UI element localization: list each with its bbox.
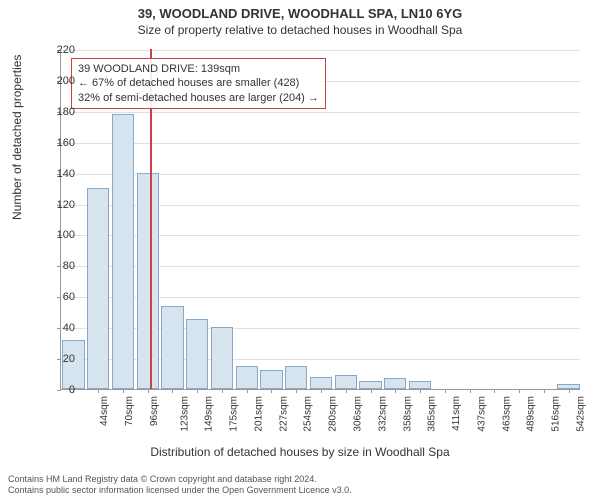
y-tick-label: 180: [45, 106, 75, 118]
x-tick-label: 149sqm: [204, 396, 215, 432]
x-tick-mark: [371, 389, 372, 393]
x-tick-mark: [494, 389, 495, 393]
x-tick-label: 489sqm: [526, 396, 537, 432]
histogram-bar: [409, 381, 431, 389]
x-tick-mark: [247, 389, 248, 393]
footer-line-2: Contains public sector information licen…: [8, 485, 352, 496]
x-tick-mark: [172, 389, 173, 393]
x-tick-label: 437sqm: [476, 396, 487, 432]
x-tick-mark: [321, 389, 322, 393]
x-tick-label: 332sqm: [377, 396, 388, 432]
plot-area: 39 WOODLAND DRIVE: 139sqm← 67% of detach…: [60, 50, 580, 390]
x-tick-mark: [519, 389, 520, 393]
y-tick-label: 200: [45, 75, 75, 87]
x-tick-mark: [296, 389, 297, 393]
gridline: [61, 50, 580, 51]
x-tick-label: 175sqm: [229, 396, 240, 432]
y-tick-label: 120: [45, 199, 75, 211]
x-tick-label: 463sqm: [501, 396, 512, 432]
annot-line-1: 39 WOODLAND DRIVE: 139sqm: [78, 62, 319, 76]
x-tick-mark: [569, 389, 570, 393]
attribution-footer: Contains HM Land Registry data © Crown c…: [8, 474, 352, 496]
annot-line-2: ← 67% of detached houses are smaller (42…: [78, 76, 319, 90]
histogram-bar: [335, 375, 357, 389]
histogram-bar: [137, 173, 159, 389]
x-tick-mark: [445, 389, 446, 393]
histogram-bar: [87, 188, 109, 389]
x-tick-mark: [420, 389, 421, 393]
histogram-bar: [236, 366, 258, 389]
x-tick-mark: [222, 389, 223, 393]
gridline: [61, 143, 580, 144]
x-tick-mark: [346, 389, 347, 393]
histogram-bar: [161, 306, 183, 389]
x-tick-label: 201sqm: [254, 396, 265, 432]
histogram-bar: [285, 366, 307, 389]
annot-line-3: 32% of semi-detached houses are larger (…: [78, 91, 319, 105]
chart-subtitle: Size of property relative to detached ho…: [0, 23, 600, 37]
gridline: [61, 112, 580, 113]
x-tick-label: 254sqm: [303, 396, 314, 432]
y-tick-label: 220: [45, 44, 75, 56]
x-tick-mark: [395, 389, 396, 393]
x-tick-label: 385sqm: [427, 396, 438, 432]
histogram-bar: [211, 327, 233, 389]
x-tick-label: 411sqm: [451, 396, 462, 431]
x-tick-mark: [544, 389, 545, 393]
footer-line-1: Contains HM Land Registry data © Crown c…: [8, 474, 352, 485]
x-tick-mark: [98, 389, 99, 393]
y-tick-label: 100: [45, 229, 75, 241]
x-tick-label: 306sqm: [353, 396, 364, 432]
histogram-bar: [359, 381, 381, 389]
x-tick-mark: [197, 389, 198, 393]
x-tick-label: 96sqm: [149, 396, 160, 426]
histogram-bar: [186, 319, 208, 389]
x-tick-label: 227sqm: [278, 396, 289, 432]
y-tick-label: 40: [45, 322, 75, 334]
histogram-bar: [384, 378, 406, 389]
x-tick-mark: [271, 389, 272, 393]
x-tick-label: 542sqm: [575, 396, 586, 432]
x-tick-label: 516sqm: [551, 396, 562, 432]
annotation-box: 39 WOODLAND DRIVE: 139sqm← 67% of detach…: [71, 58, 326, 109]
x-tick-mark: [470, 389, 471, 393]
y-tick-label: 80: [45, 260, 75, 272]
y-tick-label: 160: [45, 137, 75, 149]
x-tick-label: 44sqm: [99, 396, 110, 426]
x-tick-mark: [123, 389, 124, 393]
histogram-bar: [310, 377, 332, 389]
histogram-bar: [260, 370, 282, 389]
y-tick-label: 0: [45, 384, 75, 396]
x-tick-mark: [148, 389, 149, 393]
y-tick-label: 60: [45, 291, 75, 303]
x-axis-label: Distribution of detached houses by size …: [0, 445, 600, 459]
y-axis-label: Number of detached properties: [10, 55, 24, 220]
chart-title: 39, WOODLAND DRIVE, WOODHALL SPA, LN10 6…: [0, 0, 600, 21]
x-tick-label: 358sqm: [402, 396, 413, 432]
y-tick-label: 20: [45, 353, 75, 365]
x-tick-label: 280sqm: [328, 396, 339, 432]
x-tick-label: 70sqm: [124, 396, 135, 426]
y-tick-label: 140: [45, 168, 75, 180]
x-tick-label: 123sqm: [179, 396, 190, 432]
histogram-bar: [112, 114, 134, 389]
